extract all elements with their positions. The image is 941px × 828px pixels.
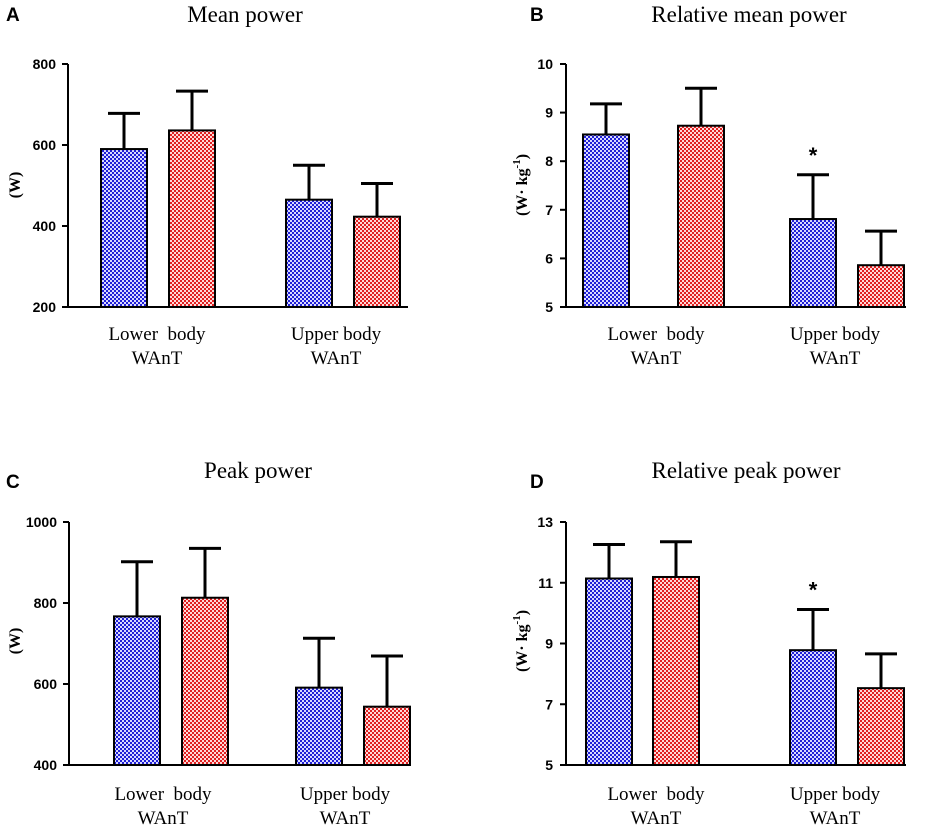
category-label-c: Lower body [114,784,212,805]
significance-marker-d: * [809,577,818,602]
chart-panel-c: C Peak power (W) 400 600 800 1000 Lower body WAn… [6,458,411,828]
chart-panel-d: D Relative peak power (W· kg-1) 5 7 9 11 13 * Low… [511,458,906,828]
y-tick-label-d: 5 [545,757,553,773]
bar-a-blue-lower [100,148,148,308]
y-tick-label-a: 600 [33,137,57,153]
panel-label-a: A [6,5,20,26]
bar-b-blue-upper [789,218,837,308]
y-tick-label-a: 400 [33,218,57,234]
bar-c-blue-upper [295,686,343,767]
bar-c-blue-lower [113,615,161,766]
category-label-a: WAnT [311,348,362,369]
bar-d-red-upper [857,687,905,766]
category-label-c: WAnT [320,808,371,828]
y-tick-label-d: 7 [545,696,553,712]
panel-label-b: B [530,5,544,26]
bar-d-blue-lower [585,577,633,766]
y-tick-label-a: 800 [33,56,57,72]
bar-b-red-upper [857,264,905,309]
chart-title-c: Peak power [204,458,312,483]
category-label-a: WAnT [132,348,183,369]
category-label-d: WAnT [810,808,861,828]
category-label-a: Lower body [108,324,206,345]
y-tick-label-c: 600 [34,676,58,692]
chart-title-a: Mean power [187,2,303,27]
category-label-d: WAnT [631,808,682,828]
chart-panel-a: A Mean power (W) 200 400 600 800 Lower body WAnT… [6,2,408,369]
bar-a-red-lower [168,129,216,308]
bar-a-blue-upper [285,198,333,308]
chart-title-d: Relative peak power [651,458,840,483]
y-tick-label-d: 9 [545,636,553,652]
y-tick-label-d: 13 [537,514,553,530]
y-tick-label-b: 7 [545,202,553,218]
y-tick-label-b: 10 [537,56,553,72]
bar-c-red-upper [363,705,411,766]
category-label-b: Lower body [607,324,705,345]
bar-a-red-upper [353,215,401,308]
category-label-b: WAnT [810,348,861,369]
category-label-d: Upper body [790,784,881,805]
y-axis-label-b: (W· kg-1) [511,154,531,216]
chart-title-b: Relative mean power [651,2,847,27]
y-tick-label-b: 9 [545,105,553,121]
chart-panel-b: B Relative mean power (W· kg-1) 5 6 7 8 9 10 * Low… [511,2,906,369]
category-label-a: Upper body [291,324,382,345]
bar-d-blue-upper [789,649,837,766]
significance-marker-b: * [809,143,818,168]
y-axis-label-c: (W) [7,628,24,655]
bar-d-red-lower [652,575,700,767]
panel-label-d: D [530,472,544,493]
category-label-c: Upper body [300,784,391,805]
y-axis-label-a: (W) [7,172,24,199]
y-tick-label-c: 400 [34,757,58,773]
bar-b-blue-lower [582,133,630,308]
category-label-b: WAnT [631,348,682,369]
y-tick-label-b: 5 [545,299,553,315]
panel-label-c: C [6,472,20,493]
category-label-b: Upper body [790,324,881,345]
category-label-c: WAnT [138,808,189,828]
bar-c-red-lower [181,596,229,766]
bar-b-red-lower [677,124,725,308]
category-label-d: Lower body [607,784,705,805]
y-tick-label-c: 1000 [26,514,57,530]
y-tick-label-b: 6 [545,250,553,266]
y-axis-label-d: (W· kg-1) [511,610,531,672]
y-tick-label-c: 800 [34,595,58,611]
y-tick-label-d: 11 [538,575,553,591]
y-tick-label-a: 200 [33,299,57,315]
y-tick-label-b: 8 [545,153,553,169]
